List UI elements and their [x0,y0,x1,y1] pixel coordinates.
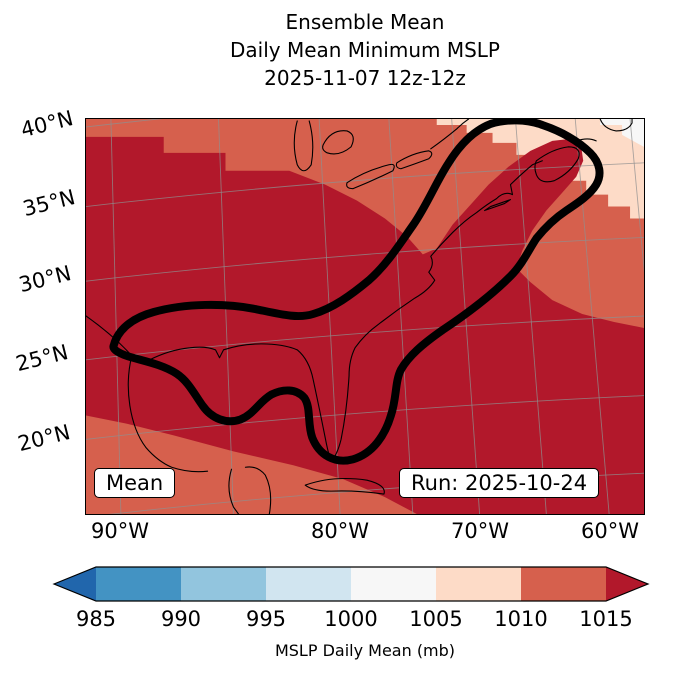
colorbar-outline [52,566,650,602]
stat-label-box: Mean [94,468,176,498]
map-plot-area [85,118,645,515]
graticule-layer [86,119,644,514]
colorbar-tick-label: 1005 [409,607,463,631]
gridline-lon-60 [574,119,610,514]
colorbar-segment [181,567,266,601]
lon-tick-80w: 80°W [311,519,369,543]
lake-erie [346,163,395,190]
colorbar-segment [96,567,181,601]
colorbar-tick-row: 985 990 995 1000 1005 1010 1015 [0,607,688,635]
colorbar-svg [52,566,650,602]
gridline-lon-65 [515,119,547,514]
st-lawrence-river [430,119,470,150]
colorbar-tick-label: 995 [245,607,287,631]
coastline-nova-scotia [534,146,580,183]
gridline-lat-30 [86,236,644,282]
gridline-lat-20 [86,395,644,440]
gridline-lon-85 [218,119,234,514]
colorbar-label: MSLP Daily Mean (mb) [274,641,456,660]
gridline-lat-25 [86,315,644,361]
gridline-lat-35 [86,162,644,208]
colorbar [34,563,654,609]
lon-tick-90w: 90°W [91,519,149,543]
colorbar-segment [351,567,436,601]
colorbar-segment [266,567,351,601]
figure-title: Ensemble Mean Daily Mean Minimum MSLP 20… [85,8,645,92]
lat-tick-35n: 35°N [20,184,78,222]
coastline-layer [86,119,633,514]
lat-tick-40n: 40°N [18,105,76,143]
gridline-lon-75 [388,119,414,514]
title-line-1: Ensemble Mean [285,10,445,34]
fill-lowest-1000-corner [600,119,644,147]
lat-tick-20n: 20°N [15,419,73,457]
colorbar-segment [521,567,606,601]
coastline-gulf-atlantic [86,160,543,462]
colorbar-under-arrow [54,567,96,601]
gridline-lon-55 [629,119,644,274]
colorbar-tick-label: 1000 [324,607,378,631]
title-line-3: 2025-11-07 12z-12z [264,66,466,90]
lon-tick-60w: 60°W [581,519,639,543]
title-line-2: Daily Mean Minimum MSLP [229,38,500,62]
coastline-cuba [304,477,385,495]
map-plot [86,119,644,514]
coastline-newfoundland [599,119,633,132]
lon-tick-70w: 70°W [451,519,509,543]
colorbar-segment [436,567,521,601]
lake-ontario [395,150,433,170]
coastline-mexico [127,355,209,473]
highlight-contour [109,119,604,465]
colorbar-over-arrow [606,567,648,601]
colorbar-tick-label: 1015 [579,607,633,631]
lake-michigan [293,120,314,172]
lake-huron [322,130,354,155]
gridline-lon-80 [318,119,341,514]
lat-tick-25n: 25°N [13,339,71,377]
run-date-box: Run: 2025-10-24 [399,468,600,498]
gridline-lon-90 [110,119,122,514]
colorbar-tick-label: 1010 [494,607,548,631]
colorbar-tick-label: 990 [160,607,202,631]
coastline-yucatan [228,466,272,514]
colorbar-tick-label: 985 [75,607,117,631]
lat-tick-30n: 30°N [16,260,74,298]
coastline-long-island [484,199,512,212]
